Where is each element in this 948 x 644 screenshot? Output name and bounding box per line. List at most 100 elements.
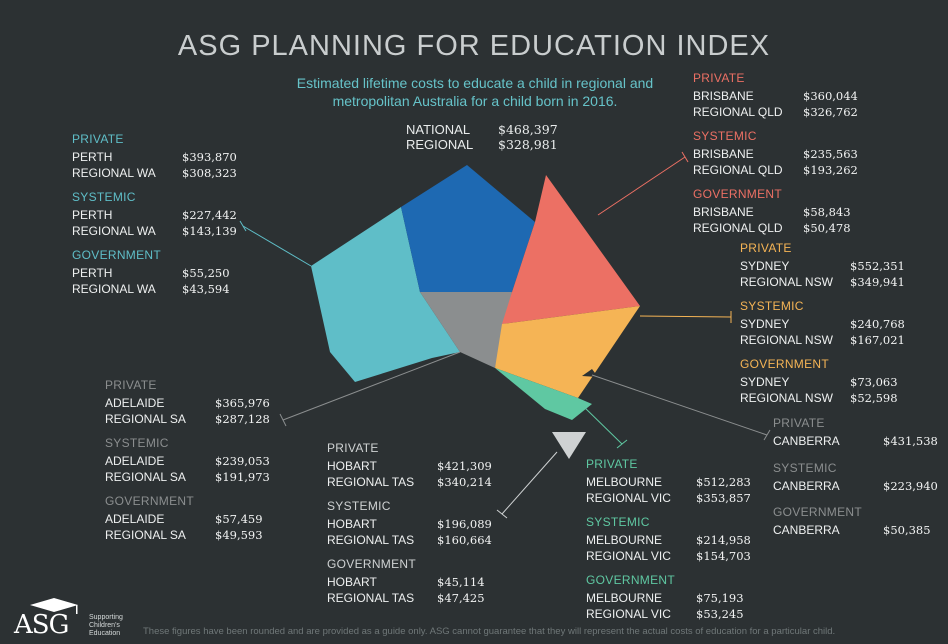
wa-systemic-city: PERTH [72,208,113,222]
vic-government-city-value: $75,193 [696,591,744,605]
tas-leader-tick [496,509,508,519]
wa-leader-tick [239,220,247,232]
act-private-city: CANBERRA [773,434,840,448]
tas-systemic-heading: SYSTEMIC [327,499,391,513]
nsw-government-regional: REGIONAL NSW [740,390,833,405]
sa-government-city: ADELAIDE [105,512,165,526]
nsw-private-regional-value: $349,941 [850,274,905,289]
tas-private-regional-value: $340,214 [437,474,492,489]
nsw-region [495,306,640,398]
vic-costs: PRIVATE MELBOURNE $512,283 REGIONAL VIC $3… [586,457,751,631]
nsw-private-city: SYDNEY [740,259,790,273]
act-marker [582,369,598,377]
qld-systemic-regional: REGIONAL QLD [693,162,783,177]
sa-leader-tick [279,413,287,427]
sa-government-city-value: $57,459 [215,512,263,526]
act-systemic-heading: SYSTEMIC [773,460,837,475]
tas-systemic-regional: REGIONAL TAS [327,532,415,547]
sa-region [420,292,512,368]
tas-government-city: HOBART [327,575,377,589]
wa-government-regional: REGIONAL WA [72,281,156,296]
act-leader [591,374,768,436]
vic-government-city: MELBOURNE [586,591,663,605]
nsw-private-heading: PRIVATE [740,241,792,255]
vic-government-regional-value: $53,245 [696,606,744,621]
sa-systemic-regional-value: $191,973 [215,469,270,484]
nsw-private-city-value: $552,351 [850,259,905,273]
regional-label: REGIONAL [406,137,474,152]
tas-systemic-city-value: $196,089 [437,517,492,531]
tas-government-regional-value: $47,425 [437,590,485,605]
vic-government-regional: REGIONAL VIC [586,606,671,621]
logo-tagline-line2: Children's [89,622,120,629]
national-label: NATIONAL [406,122,471,137]
qld-leader [597,156,686,216]
qld-region [502,175,640,324]
tas-private-city: HOBART [327,459,377,473]
wa-systemic-regional: REGIONAL WA [72,223,156,238]
qld-government-regional-value: $50,478 [803,220,851,235]
national-summary: NATIONAL $468,397 REGIONAL $328,981 [406,122,558,152]
page-title: ASG PLANNING FOR EDUCATION INDEX [177,30,771,62]
tas-government-regional: REGIONAL TAS [327,590,415,605]
sa-leader [282,351,461,421]
sa-systemic-heading: SYSTEMIC [105,436,169,450]
nt-region [401,165,535,292]
sa-private-regional: REGIONAL SA [105,411,186,426]
sa-systemic-regional: REGIONAL SA [105,469,186,484]
wa-government-city: PERTH [72,266,113,280]
nsw-government-heading: GOVERNMENT [740,357,830,371]
sa-private-heading: PRIVATE [105,378,157,392]
tas-private-regional: REGIONAL TAS [327,474,415,489]
tas-systemic-regional-value: $160,664 [437,532,492,547]
vic-systemic-heading: SYSTEMIC [586,515,650,529]
vic-systemic-regional: REGIONAL VIC [586,548,671,563]
vic-private-regional-value: $353,857 [696,490,751,505]
logo-tagline-line1: Supporting [89,614,123,621]
wa-private-regional: REGIONAL WA [72,165,156,180]
act-government-heading: GOVERNMENT [773,505,863,519]
qld-systemic-city: BRISBANE [693,147,754,161]
sa-systemic-city-value: $239,053 [215,454,270,468]
national-value: $468,397 [498,122,558,137]
sa-private-city-value: $365,976 [215,396,270,410]
nsw-systemic-city: SYDNEY [740,317,790,331]
act-government-city-value: $50,385 [883,523,931,537]
nsw-private-regional: REGIONAL NSW [740,274,833,289]
qld-government-city-value: $58,843 [803,205,851,219]
vic-leader [581,404,623,445]
act-private-city-value: $431,538 [883,434,938,448]
sa-private-city: ADELAIDE [105,396,165,410]
act-costs: PRIVATE CANBERRA $431,538 SYSTEMIC CANBER… [773,416,938,548]
sa-private-regional-value: $287,128 [215,411,270,426]
qld-systemic-heading: SYSTEMIC [693,129,757,143]
vic-government-heading: GOVERNMENT [586,573,676,587]
wa-government-city-value: $55,250 [182,266,230,280]
wa-government-heading: GOVERNMENT [72,248,162,262]
vic-private-city: MELBOURNE [586,475,663,489]
nsw-systemic-city-value: $240,768 [850,317,905,331]
wa-systemic-city-value: $227,442 [182,208,237,222]
logo-tagline-line3: Education [89,630,121,637]
act-systemic-city: CANBERRA [773,478,840,493]
qld-systemic-city-value: $235,563 [803,147,858,161]
wa-systemic-heading: SYSTEMIC [72,190,136,204]
sa-government-regional-value: $49,593 [215,527,263,542]
wa-private-regional-value: $308,323 [182,165,237,180]
tas-government-heading: GOVERNMENT [327,557,417,571]
wa-region [311,207,460,382]
tas-private-city-value: $421,309 [437,459,492,473]
qld-private-regional: REGIONAL QLD [693,104,783,119]
vic-region [495,368,592,420]
qld-private-city: BRISBANE [693,89,754,103]
tas-leader [501,451,558,515]
vic-private-heading: PRIVATE [586,457,638,471]
vic-leader-tick [616,439,628,449]
qld-systemic-regional-value: $193,262 [803,162,858,177]
vic-systemic-city-value: $214,958 [696,533,751,547]
act-systemic-city-value: $223,940 [883,478,938,493]
nsw-government-city: SYDNEY [740,375,790,389]
wa-private-heading: PRIVATE [72,132,124,146]
qld-costs: PRIVATE BRISBANE $360,044 REGIONAL QLD $32… [693,71,858,245]
